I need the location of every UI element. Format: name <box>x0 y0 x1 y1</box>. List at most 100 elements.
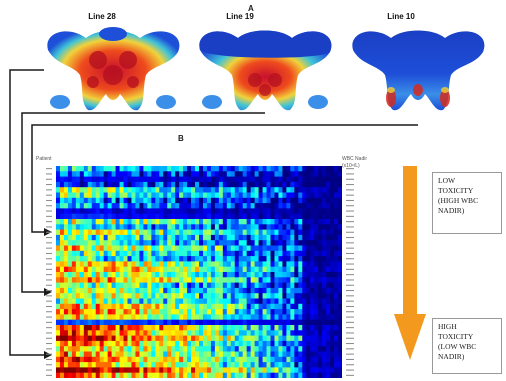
heatmap-cell <box>338 240 342 246</box>
heatmap-cell <box>143 181 148 188</box>
heatmap-cell <box>286 277 291 283</box>
heatmap-cell <box>226 335 232 342</box>
high-toxicity-line-3: (LOW WBC <box>438 342 477 351</box>
heatmap-cell <box>127 266 132 273</box>
heatmap-cell <box>322 298 327 305</box>
wbc-tick <box>346 184 354 186</box>
heatmap-cell <box>218 171 224 177</box>
heatmap-cell <box>206 277 212 283</box>
heatmap-cell <box>171 351 176 358</box>
heatmap-cell <box>298 356 303 363</box>
heatmap-cell <box>187 181 192 188</box>
heatmap-cell <box>262 234 267 241</box>
heatmap-cell <box>286 261 291 268</box>
heatmap-cell <box>155 298 160 305</box>
heatmap-cell <box>250 192 256 199</box>
heatmap-cell <box>202 303 208 310</box>
heatmap-cell <box>230 287 236 294</box>
heatmap-cell <box>210 309 216 315</box>
heatmap-cell <box>330 261 335 268</box>
heatmap-cell <box>214 224 220 230</box>
heatmap-cell <box>230 208 236 215</box>
heatmap-cell <box>139 282 144 289</box>
heatmap-cell <box>330 362 335 368</box>
heatmap-cell <box>179 367 184 374</box>
heatmap-cell <box>322 272 327 278</box>
heatmap-cell <box>67 335 73 342</box>
patient-tick <box>46 237 52 239</box>
heatmap-cell <box>234 234 240 241</box>
heatmap-cell <box>91 234 97 241</box>
wbc-tick <box>346 247 354 249</box>
heatmap-cell <box>242 166 248 172</box>
heatmap-cell <box>290 367 295 374</box>
heatmap-cell <box>338 250 342 257</box>
heatmap-cell <box>71 176 77 183</box>
heatmap-cell <box>139 245 144 252</box>
heatmap-cell <box>262 203 267 209</box>
heatmap-cell <box>131 192 136 199</box>
heatmap-cell <box>56 224 61 230</box>
heatmap-cell <box>310 351 315 358</box>
heatmap-cell <box>238 367 244 374</box>
heatmap-cell <box>67 362 73 368</box>
heatmap-cell <box>282 272 287 278</box>
heatmap-cell <box>159 208 164 215</box>
heatmap-cell <box>262 208 267 215</box>
heatmap-cell <box>127 245 132 252</box>
heatmap-cell <box>322 187 327 193</box>
heatmap-cell <box>91 219 97 225</box>
heatmap-cell <box>135 208 140 215</box>
heatmap-cell <box>298 367 303 374</box>
heatmap-cell <box>195 176 200 183</box>
heatmap-cell <box>163 367 168 374</box>
heatmap-cell <box>171 234 176 241</box>
heatmap-cell <box>191 351 196 358</box>
heatmap-cell <box>258 176 263 183</box>
heatmap-cell <box>282 372 287 378</box>
heatmap-cell <box>302 256 307 262</box>
heatmap-cell <box>56 219 61 225</box>
heatmap-cell <box>282 234 287 241</box>
heatmap-cell <box>202 314 208 321</box>
heatmap-cell <box>143 314 148 321</box>
heatmap-cell <box>79 187 85 193</box>
heatmap-cell <box>302 314 307 321</box>
heatmap-cell <box>294 208 299 215</box>
heatmap-cell <box>147 309 152 315</box>
heatmap-cell <box>314 282 319 289</box>
heatmap-cell <box>314 197 319 204</box>
heatmap-cell <box>290 245 295 252</box>
heatmap-cell <box>99 197 105 204</box>
heatmap-cell <box>187 372 192 378</box>
heatmap-cell <box>250 356 256 363</box>
heatmap-cell <box>95 362 101 368</box>
heatmap-cell <box>59 234 65 241</box>
heatmap-cell <box>286 314 291 321</box>
heatmap-cell <box>119 256 124 262</box>
heatmap-cell <box>222 181 228 188</box>
heatmap-cell <box>210 335 216 342</box>
heatmap-cell <box>183 250 188 257</box>
heatmap-cell <box>115 272 120 278</box>
heatmap-cell <box>119 245 124 252</box>
heatmap-cell <box>167 356 172 363</box>
heatmap-cell <box>67 340 73 347</box>
heatmap-cell <box>254 261 259 268</box>
heatmap-cell <box>266 319 271 326</box>
heatmap-cell <box>87 351 93 358</box>
heatmap-cell <box>63 234 69 241</box>
heatmap-cell <box>246 266 252 273</box>
heatmap-cell <box>218 261 224 268</box>
heatmap-cell <box>99 234 105 241</box>
arrowhead-19 <box>44 288 52 296</box>
heatmap-cell <box>238 240 244 246</box>
heatmap-cell <box>258 213 263 220</box>
heatmap-cell <box>330 367 335 374</box>
heatmap-cell <box>214 171 220 177</box>
heatmap-cell <box>103 213 109 220</box>
heatmap-cell <box>163 240 168 246</box>
heatmap-cell <box>131 261 136 268</box>
heatmap-cell <box>230 277 236 283</box>
heatmap-cell <box>163 325 168 331</box>
